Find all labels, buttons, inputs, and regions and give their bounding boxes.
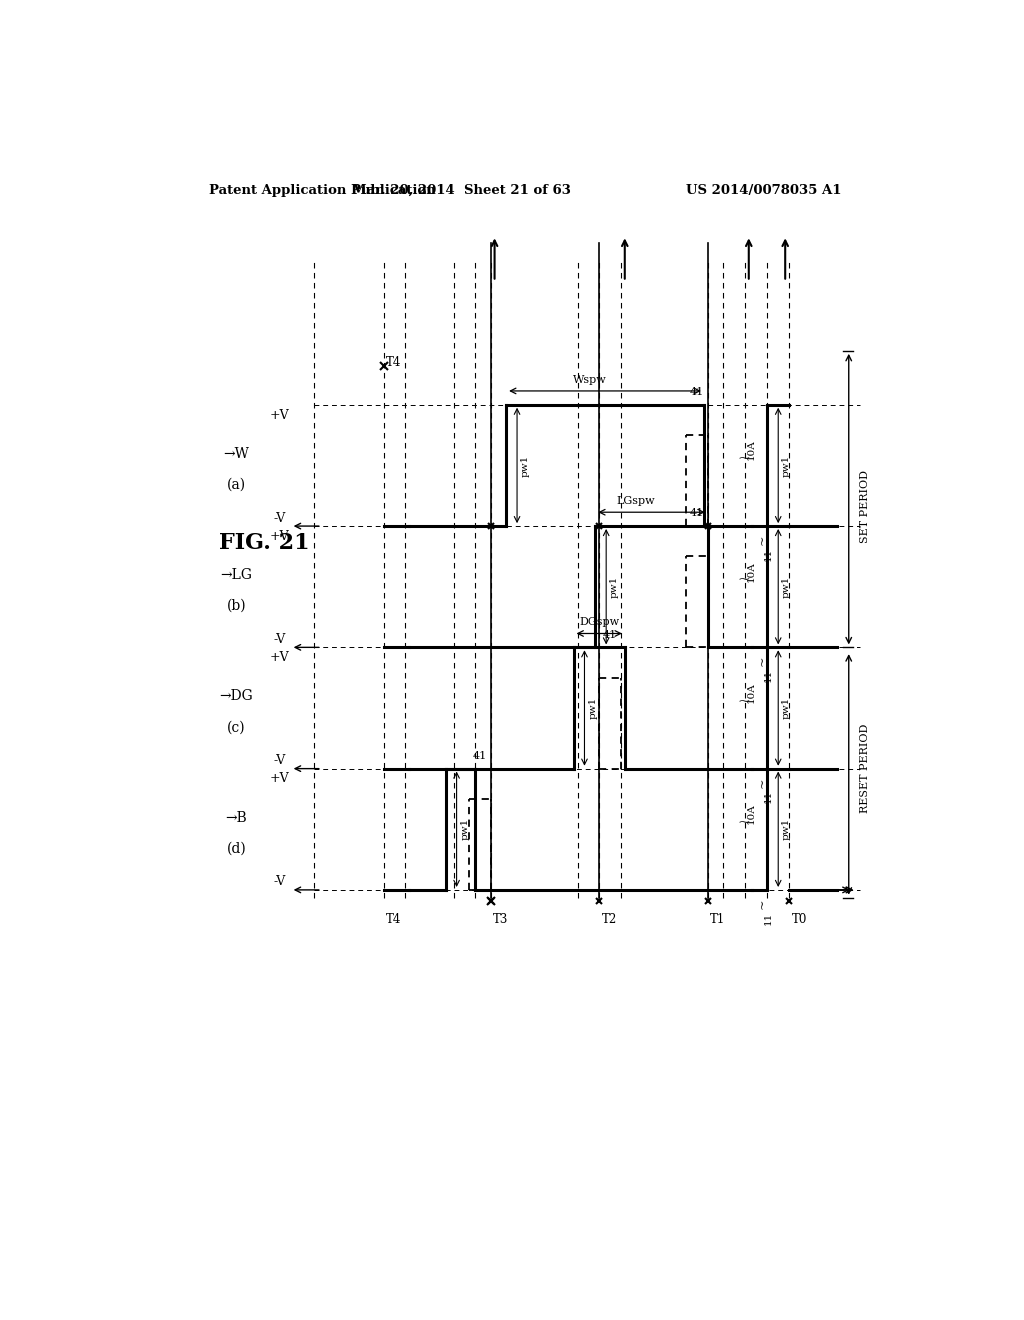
Text: ~: ~ — [756, 535, 768, 545]
Text: pw1: pw1 — [782, 697, 792, 719]
Text: LGspw: LGspw — [616, 496, 655, 506]
Text: US 2014/0078035 A1: US 2014/0078035 A1 — [686, 185, 842, 197]
Text: 10A: 10A — [746, 804, 756, 824]
Text: pw1: pw1 — [782, 576, 792, 598]
Text: ~: ~ — [737, 816, 751, 830]
Text: T1: T1 — [710, 913, 725, 927]
Text: ~: ~ — [737, 694, 751, 709]
Text: ~: ~ — [737, 453, 751, 466]
Text: 11: 11 — [764, 791, 773, 804]
Text: (d): (d) — [226, 842, 247, 855]
Text: ~: ~ — [756, 656, 768, 667]
Text: T2: T2 — [601, 913, 616, 927]
Text: Wspw: Wspw — [572, 375, 606, 385]
Text: →LG: →LG — [220, 568, 253, 582]
Text: 11: 11 — [764, 669, 773, 682]
Text: Mar. 20, 2014  Sheet 21 of 63: Mar. 20, 2014 Sheet 21 of 63 — [352, 185, 570, 197]
Text: pw1: pw1 — [589, 697, 597, 719]
Text: ~: ~ — [756, 899, 768, 909]
Text: pw1: pw1 — [521, 454, 530, 477]
Text: T0: T0 — [792, 913, 807, 927]
Text: 11: 11 — [764, 548, 773, 561]
Text: 11: 11 — [764, 911, 773, 925]
Text: pw1: pw1 — [610, 576, 620, 598]
Text: Patent Application Publication: Patent Application Publication — [209, 185, 436, 197]
Text: (b): (b) — [226, 599, 247, 612]
Text: 41: 41 — [603, 630, 617, 640]
Text: →DG: →DG — [219, 689, 253, 704]
Text: +V: +V — [269, 651, 289, 664]
Text: +V: +V — [269, 529, 289, 543]
Text: →W: →W — [223, 447, 250, 461]
Text: (a): (a) — [227, 478, 246, 491]
Text: +V: +V — [269, 409, 289, 421]
Text: 41: 41 — [690, 508, 703, 519]
Text: T3: T3 — [493, 913, 508, 927]
Text: ~: ~ — [756, 777, 768, 788]
Text: 10A: 10A — [746, 440, 756, 461]
Text: +V: +V — [269, 772, 289, 785]
Text: 41: 41 — [690, 387, 703, 397]
Text: SET PERIOD: SET PERIOD — [860, 470, 870, 544]
Text: pw1: pw1 — [461, 818, 469, 841]
Text: DGspw: DGspw — [580, 618, 620, 627]
Text: →B: →B — [225, 810, 248, 825]
Text: (c): (c) — [227, 721, 246, 734]
Text: pw1: pw1 — [782, 818, 792, 841]
Text: T4: T4 — [386, 356, 401, 370]
Text: -V: -V — [273, 875, 286, 888]
Text: pw1: pw1 — [782, 454, 792, 477]
Text: T4: T4 — [386, 913, 401, 927]
Text: 10A: 10A — [746, 561, 756, 582]
Text: ~: ~ — [737, 574, 751, 587]
Text: 41: 41 — [473, 751, 487, 760]
Text: -V: -V — [273, 754, 286, 767]
Text: 10A: 10A — [746, 682, 756, 704]
Text: RESET PERIOD: RESET PERIOD — [860, 723, 870, 813]
Text: -V: -V — [273, 632, 286, 645]
Text: -V: -V — [273, 512, 286, 524]
Text: FIG. 21: FIG. 21 — [219, 532, 310, 554]
